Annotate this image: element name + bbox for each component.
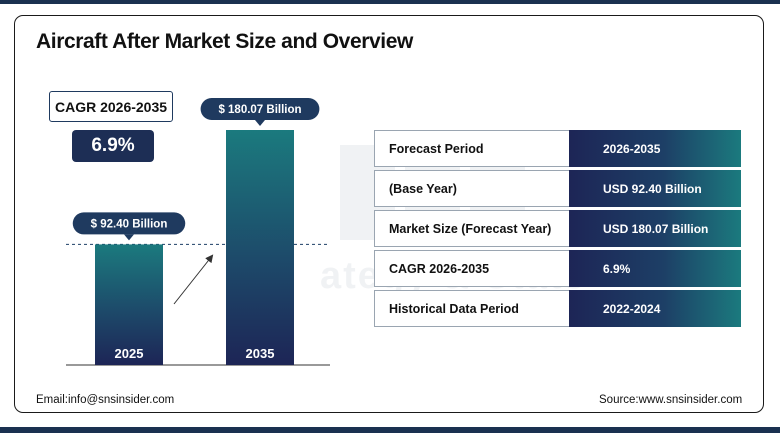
footer-source: Source:www.snsinsider.com xyxy=(599,394,743,406)
row-value: USD 180.07 Billion xyxy=(569,210,741,247)
data-label: $ 180.07 Billion xyxy=(218,104,301,116)
data-label: $ 92.40 Billion xyxy=(91,218,168,230)
data-label-pointer xyxy=(124,234,134,241)
bar-2025 xyxy=(95,244,163,365)
bar-2035 xyxy=(226,130,294,365)
row-label: (Base Year) xyxy=(374,170,569,207)
bottom-band xyxy=(0,427,780,433)
summary-table: Forecast Period 2026-2035 (Base Year) US… xyxy=(374,130,741,330)
category-label: 2025 xyxy=(115,346,144,361)
row-value: 2022-2024 xyxy=(569,290,741,327)
row-value: 6.9% xyxy=(569,250,741,287)
top-band xyxy=(0,0,780,4)
footer-email: Email:info@snsinsider.com xyxy=(36,394,175,406)
cagr-label: CAGR 2026-2035 xyxy=(49,91,173,122)
row-label: CAGR 2026-2035 xyxy=(374,250,569,287)
table-row: (Base Year) USD 92.40 Billion xyxy=(374,170,741,207)
cagr-value-badge: 6.9% xyxy=(72,130,154,162)
table-row: CAGR 2026-2035 6.9% xyxy=(374,250,741,287)
table-row: Market Size (Forecast Year) USD 180.07 B… xyxy=(374,210,741,247)
table-row: Historical Data Period 2022-2024 xyxy=(374,290,741,327)
row-value: 2026-2035 xyxy=(569,130,741,167)
table-row: Forecast Period 2026-2035 xyxy=(374,130,741,167)
row-label: Forecast Period xyxy=(374,130,569,167)
category-label: 2035 xyxy=(246,346,275,361)
data-label-pill xyxy=(72,212,186,235)
data-label-pill xyxy=(200,98,320,120)
page-title: Aircraft After Market Size and Overview xyxy=(36,30,413,53)
row-value: USD 92.40 Billion xyxy=(569,170,741,207)
growth-arrow xyxy=(173,254,214,305)
data-label-pointer xyxy=(255,120,265,126)
row-label: Historical Data Period xyxy=(374,290,569,327)
row-label: Market Size (Forecast Year) xyxy=(374,210,569,247)
